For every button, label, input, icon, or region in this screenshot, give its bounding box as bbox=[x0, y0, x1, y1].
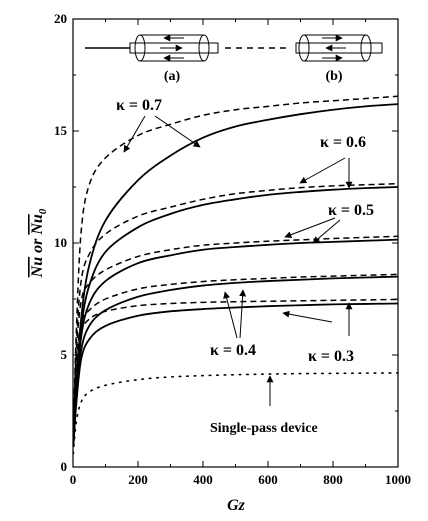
x-tick-label: 400 bbox=[193, 472, 213, 487]
series-line-solid-6 bbox=[72, 275, 399, 447]
x-axis-title: Gz bbox=[227, 497, 246, 514]
arrow-kappa-05-b bbox=[312, 219, 341, 244]
annotation-kappa-03: κ = 0.3 bbox=[308, 348, 354, 365]
x-tick-label: 0 bbox=[70, 472, 77, 487]
inset-b-right-end bbox=[360, 34, 372, 62]
series-line-dashed-5 bbox=[72, 235, 399, 438]
y-axis-title: Nu or Nu0 bbox=[29, 208, 49, 278]
axes: 0 200 400 600 800 1000 0 5 10 15 20 bbox=[54, 11, 411, 487]
inset-label-a: (a) bbox=[164, 69, 181, 84]
series-line-dashed-1 bbox=[72, 95, 399, 434]
series-line-solid-0 bbox=[72, 103, 399, 445]
y-axis-title-sub: 0 bbox=[37, 208, 49, 214]
inset-a-left-end bbox=[134, 34, 146, 62]
annotation-kappa-04: κ = 0.4 bbox=[210, 342, 256, 359]
x-tick-label: 600 bbox=[258, 472, 278, 487]
inset-device-b bbox=[295, 34, 383, 62]
y-tick-label: 20 bbox=[54, 11, 67, 26]
arrow-kappa-07-b bbox=[154, 115, 201, 148]
arrow-kappa-07-a bbox=[123, 115, 146, 153]
series-line-dotted-10 bbox=[72, 372, 399, 455]
inset-device-a bbox=[85, 34, 288, 62]
series-line-dashed-9 bbox=[72, 298, 399, 443]
series-line-dashed-7 bbox=[72, 273, 399, 441]
inset-b-inner-tube bbox=[295, 42, 383, 54]
y-axis-title-part-a: Nu bbox=[29, 257, 46, 279]
arrow-kappa-04-b bbox=[239, 289, 247, 339]
arrow-kappa-05-a bbox=[284, 217, 336, 239]
inset-a-right-end bbox=[198, 34, 210, 62]
annotation-single-pass: Single-pass device bbox=[210, 421, 318, 436]
inset-label-b: (b) bbox=[325, 69, 342, 84]
arrow-kappa-04-a bbox=[223, 291, 238, 339]
arrow-kappa-06-a bbox=[299, 157, 346, 184]
y-axis-title-or: or bbox=[29, 235, 46, 257]
inset-a-inner-tube bbox=[129, 42, 219, 54]
y-axis-title-part-b: Nu bbox=[29, 214, 46, 236]
y-tick-label: 10 bbox=[54, 235, 67, 250]
y-tick-label: 15 bbox=[54, 123, 68, 138]
x-tick-label: 800 bbox=[323, 472, 343, 487]
x-tick-label: 200 bbox=[128, 472, 148, 487]
svg-text:Nu or Nu0: Nu or Nu0 bbox=[29, 208, 49, 278]
series-line-solid-2 bbox=[72, 186, 399, 445]
series-layer bbox=[72, 95, 399, 455]
annotation-arrows bbox=[123, 115, 353, 406]
arrow-kappa-03-a bbox=[282, 310, 333, 323]
annotation-kappa-06: κ = 0.6 bbox=[320, 134, 366, 151]
series-line-solid-4 bbox=[72, 238, 399, 445]
series-line-dashed-3 bbox=[72, 182, 399, 436]
y-tick-label: 0 bbox=[61, 459, 68, 474]
inset-b-left-end bbox=[298, 34, 310, 62]
x-tick-label: 1000 bbox=[385, 472, 411, 487]
annotation-kappa-05: κ = 0.5 bbox=[328, 202, 374, 219]
series-line-solid-8 bbox=[72, 302, 399, 447]
annotation-kappa-07: κ = 0.7 bbox=[116, 97, 162, 114]
y-tick-label: 5 bbox=[61, 347, 68, 362]
